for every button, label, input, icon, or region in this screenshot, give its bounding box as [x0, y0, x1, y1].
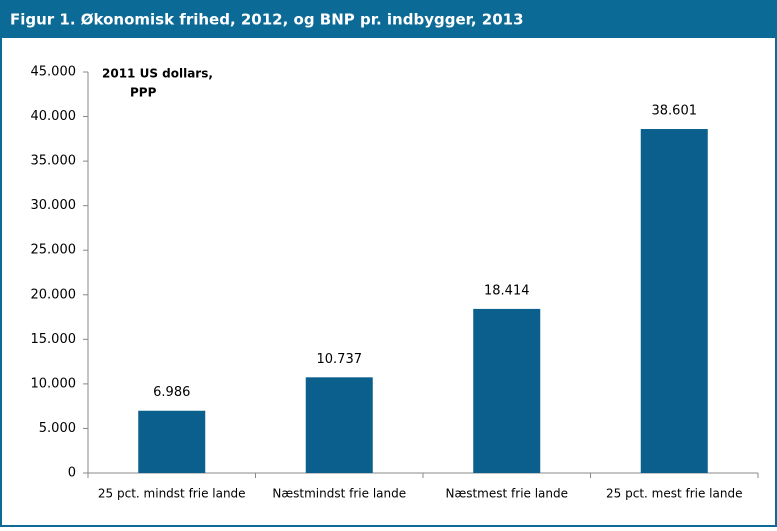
- y-tick-label: 40.000: [31, 109, 77, 124]
- title-bar: [0, 0, 777, 38]
- y-tick-label: 5.000: [39, 421, 76, 436]
- bar: [473, 308, 541, 473]
- value-label: 10.737: [317, 352, 363, 367]
- y-tick-label: 20.000: [31, 287, 77, 302]
- x-tick-label: 25 pct. mest frie lande: [606, 487, 742, 501]
- y-tick-label: 45.000: [31, 65, 77, 80]
- y-tick-label: 0: [68, 466, 76, 481]
- y-tick-label: 35.000: [31, 154, 77, 169]
- value-label: 6.986: [153, 385, 190, 400]
- y-tick-label: 15.000: [31, 332, 77, 347]
- unit-label: PPP: [130, 86, 157, 100]
- y-tick-label: 30.000: [31, 198, 77, 213]
- bar: [640, 129, 708, 473]
- x-tick-label: Næstmindst frie lande: [272, 487, 406, 501]
- y-tick-label: 10.000: [31, 376, 77, 391]
- x-tick-label: 25 pct. mindst frie lande: [98, 487, 246, 501]
- chart-title: Figur 1. Økonomisk frihed, 2012, og BNP …: [10, 11, 524, 29]
- value-label: 18.414: [484, 283, 530, 298]
- bar: [138, 410, 206, 473]
- x-tick-label: Næstmest frie lande: [445, 487, 568, 501]
- unit-label: 2011 US dollars,: [102, 67, 213, 81]
- bar: [305, 377, 373, 473]
- value-label: 38.601: [652, 104, 698, 119]
- y-tick-label: 25.000: [31, 243, 77, 258]
